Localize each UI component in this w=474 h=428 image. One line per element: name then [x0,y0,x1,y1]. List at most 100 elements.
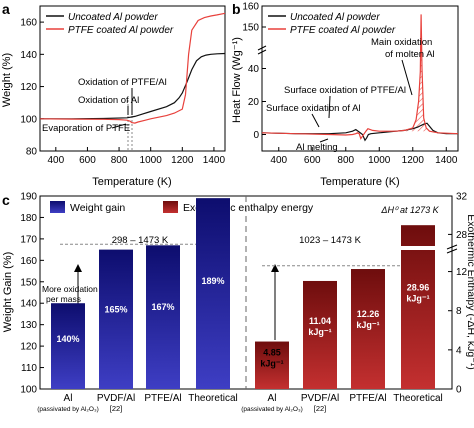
bar-break-gap [400,246,436,250]
weight-gain-label: 167% [151,302,174,312]
a-xtick-label: 600 [79,155,96,166]
c-ytick-left-label: 110 [21,363,37,374]
legend-b: Uncoated Al powder PTFE coated Al powder [268,12,396,36]
series-uncoated-al-b [261,122,458,142]
arrowhead-more-oxidation [74,264,82,272]
category-note-passivated: (passivated by Al₂O₃) [37,406,99,413]
b-xtick-label: 1400 [435,155,458,166]
arrow-surface-oxidation-ptfe-al [328,95,331,119]
arrow-al-melting [319,138,329,143]
category-label-left: PVDF/Al [97,393,135,404]
c-ytick-right-label: 32 [456,192,468,203]
b-ytick-label: 20 [248,97,260,108]
axis-break-c-mark-1 [446,244,458,250]
weight-gain-bar [99,249,133,389]
panel-b-xlabel: Temperature (K) [320,176,399,188]
a-xtick-label: 1400 [203,155,226,166]
weight-gain-bar [146,245,180,389]
category-label-left: Al [64,393,73,404]
a-ytick-label: 100 [20,114,37,125]
enthalpy-label: 12.26 kJg⁻¹ [356,309,379,330]
legend-b-label-uncoated: Uncoated Al powder [290,12,380,23]
arrow-evaporation-ptfe [111,123,127,129]
weight-gain-label: 140% [56,334,79,344]
weight-gain-label: 189% [201,276,224,286]
panel-c: c Weight gain Exothermic enthalpy energy… [2,192,474,414]
panel-a: a 400 600 800 1000 1200 1400 80 100 120 140 160 T… [1,1,226,188]
c-ytick-left-label: 130 [20,320,37,331]
a-xtick-label: 1200 [171,155,194,166]
series-uncoated-al-a [40,52,226,120]
category-label-right: Al [268,393,277,404]
annotation-evaporation-ptfe: Evaporation of PTFE [42,123,130,134]
c-ytick-left-label: 120 [20,342,37,353]
axis-break-c [446,244,458,254]
annotation-surface-oxidation-al: Surface oxidation of Al [266,103,361,114]
c-ytick-left-label: 140 [20,299,37,310]
annotation-al-melting: Al melting [296,142,338,153]
axis-break-b [257,45,267,55]
c-ytick-right-label: 8 [456,306,462,317]
legend-b-label-ptfe: PTFE coated Al powder [290,25,396,36]
c-ytick-right-label: 0 [456,385,462,396]
b-xtick-label: 600 [304,155,321,166]
a-xtick-label: 400 [47,155,64,166]
panel-c-ylabel-left: Weight Gain (%) [2,252,14,333]
category-label-left: PTFE/Al [144,393,181,404]
a-xtick-label: 800 [111,155,128,166]
axis-break-b-mark-2 [257,49,267,55]
enthalpy-bar [351,269,385,389]
series-ptfe-coated-al-b [261,14,459,140]
annotation-oxidation-ptfe-al: Oxidation of PTFE/Al [78,77,167,88]
enthalpy-label: 11.04 kJg⁻¹ [308,316,331,337]
panel-b: b 400 600 800 1000 1200 1400 0 20 40 150 160 Temp… [231,1,459,188]
c-ytick-left-label: 190 [20,192,37,203]
category-note-passivated: (passivated by Al₂O₃) [241,406,303,413]
axis-break-c-mark-2 [446,248,458,254]
enthalpy-label: 28.96 kJg⁻¹ [406,283,429,304]
c-ytick-left-label: 180 [20,213,37,224]
range-right: 1023 – 1473 K [299,235,361,246]
b-xtick-label: 400 [270,155,287,166]
legend-a-label-ptfe: PTFE coated Al powder [68,25,174,36]
annotation-more-oxidation: More oxidation per mass [42,284,100,304]
arrow-surface-oxidation-al [311,113,320,128]
arrow-main-oxidation [401,59,413,96]
panel-label-c: c [2,192,10,208]
panel-label-b: b [232,1,241,17]
panel-c-ylabel-right: Exothermic Enthalpy (-ΔH, kJg⁻¹) [465,214,474,370]
annotation-oxidation-al: Oxidation of Al [78,95,139,106]
series-ptfe-coated-al-a [39,12,226,124]
axis-break-b-mark-1 [257,45,267,51]
a-xtick-label: 1000 [140,155,163,166]
category-label-right: PVDF/Al [301,393,339,404]
annotation-main-oxidation-molten-al: Main oxidation of molten Al [371,37,435,60]
panel-label-a: a [2,1,10,17]
a-ytick-label: 140 [20,50,37,61]
legend-c-swatch-enthalpy [163,201,178,213]
category-label-right: PTFE/Al [349,393,386,404]
category-label-right: Theoretical [393,393,442,404]
legend-c-swatch-weight-gain [50,201,65,213]
b-ytick-label: 150 [242,23,259,34]
legend-a-label-uncoated: Uncoated Al powder [68,12,158,23]
category-note-ref: [22] [314,404,327,413]
a-ytick-label: 120 [20,82,37,93]
panel-a-ylabel: Weight (%) [1,53,13,107]
weight-gain-label: 165% [104,304,127,314]
b-ytick-label: 0 [253,130,259,141]
legend-c-label-weight-gain: Weight gain [70,202,125,214]
c-ytick-right-label: 12 [456,267,468,278]
enthalpy-label: 4.85 kJg⁻¹ [260,348,283,369]
c-ytick-right-label: 4 [456,345,462,356]
legend-c: Weight gain Exothermic enthalpy energy [50,201,314,214]
panel-b-frame [261,5,459,152]
c-ytick-left-label: 150 [20,277,37,288]
weight-gain-bar [51,303,85,389]
arrowhead-more-enthalpy [271,264,279,272]
c-ytick-left-label: 100 [20,385,37,396]
c-ytick-left-label: 160 [20,256,37,267]
b-xtick-label: 1000 [368,155,391,166]
panel-b-ylabel: Heat Flow (Wg⁻¹) [231,37,243,123]
